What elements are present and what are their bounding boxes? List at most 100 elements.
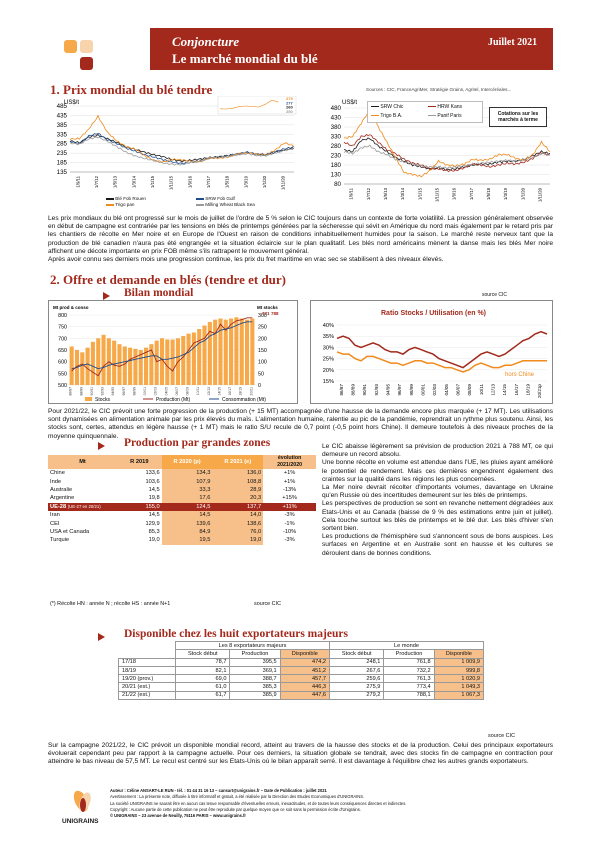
logo-square-peach [80,40,93,53]
chart-right-xtick: 1/9/11 [349,187,354,199]
legend-trigoba-swatch [371,114,379,117]
table-cell: 19,5 [161,536,213,545]
chart-left-ytick: 285 [57,141,68,148]
bilan-ylabel-left: Mt prod & conso [53,305,89,310]
ratio-xtick: 92/93 [374,384,379,396]
table-cell: 107,9 [161,477,213,486]
table-cell: 20,3 [212,494,264,503]
table-cell: 69,0 [175,674,231,684]
bilan-xtick: 18/19 [239,387,243,396]
ratio-hors-chine-label: hors Chine [505,372,535,378]
bilan-ytick-left: 650 [58,348,67,354]
prod-ue-r2020: 124,5 [161,502,213,511]
ratio-xtick: 14/15 [502,384,507,396]
table-cell: 84,9 [161,527,213,537]
chart-right-xtick: 1/5/13 [383,187,388,200]
table-cell: Inde [50,478,62,485]
bilan-bar-stocks [80,352,85,385]
chart-left-ytick: 385 [57,122,68,129]
header-date: Juillet 2021 [488,37,538,48]
ratio-ytick: 20% [323,368,334,374]
para1b-text: Après avoir connu ses derniers mois une … [48,256,444,264]
bilan-xtick: 10/11 [196,387,200,395]
bilan-xtick: 08/09 [186,387,190,396]
table-cell: 19,0 [148,537,160,544]
chart-left-xtick: 1/7/12 [94,175,99,188]
chart-left-ytick: 485 [57,103,68,110]
legend-trigo-swatch [106,204,114,206]
bilan-ytick-left: 700 [58,336,67,342]
bilan-xtick: 12/13 [207,387,211,396]
legend-rouen: Blé Fob Rouen [115,196,146,201]
bilan-bar-stocks [85,347,90,385]
bilan-ytick-left: 800 [58,313,67,319]
bilan-bar-stocks [101,334,106,385]
section2-title: 2. Offre et demande en blés (tendre et d… [50,272,287,287]
table-cell: 18/19 [117,665,177,676]
bilan-ytick-left: 600 [58,360,67,366]
table-cell: 385,3 [229,682,281,692]
table-cell: 388,7 [229,674,281,684]
bilan-ytick-right: 0 [258,383,261,389]
table-cell: 17/18 [117,657,177,667]
table-cell: 134,3 [161,469,213,478]
footer-copyright: Copyright : Aucune partie de cette publi… [110,806,361,812]
table-cell: 19,8 [148,495,160,502]
table-row: Chine 133,6 134,3 136,0 +1% [48,469,316,478]
bilan-xtick: 16/17 [228,387,232,396]
table-cell: 28,9 [212,485,264,495]
legend-blacksea-swatch [196,204,204,206]
table-cell: +1% [283,478,296,485]
table-cell: 275,9 [328,682,385,692]
ratio-ytick: 40% [323,323,334,329]
chart-right-xtick: 1/3/19 [503,187,508,200]
table-cell: 761,8 [383,657,435,667]
table-cell: 85,3 [148,528,160,535]
table-row: Argentine 19,8 17,6 20,3 +15% [48,494,316,503]
ratio-ytick: 30% [323,345,334,351]
table-row: UE-28 (UE-27 en 20/21) 155,0 124,5 137,7… [48,502,316,511]
ratio-xtick: 18/19 [526,384,531,396]
chart-left-ytick: 435 [57,112,68,119]
bilan-bar-stocks [170,339,175,385]
chart-right-legend: SRW Chic HRW Kans Trigo B.A. Panif Paris [367,101,483,123]
chart-left-inset-label: 279 [286,96,293,101]
exporters-table: Les 8 exportateurs majeurs Le monde Stoc… [117,640,485,701]
chart-left-series-trigo [69,114,295,163]
price-chart-left: 485 435 385 335 285 235 185 135 1/9/11 1/7/12 1/5/… [57,96,297,190]
chart-left-series-srw [69,133,295,165]
bilan-bar-stocks [128,347,133,385]
exp-col-dispo1: Disponible [279,649,330,659]
bilan-legend-production: Production (Mt) [156,397,191,403]
table-cell: 999,8 [433,665,485,676]
chart-left-xtick: 1/11/15 [169,175,174,190]
bilan-bar-stocks [133,348,138,385]
logo-square-orange [64,40,77,53]
chart-left-ytick: 185 [57,160,68,167]
table-cell: 14,5 [161,510,213,520]
legend-trigoba: Trigo B.A. [380,113,403,119]
legend-srwchic-swatch [371,105,379,108]
table-cell: 76,0 [212,527,264,537]
legend-rouen-swatch [106,198,114,200]
bilan-title: Bilan mondial [124,287,194,299]
table-cell: -10% [282,528,297,535]
table-cell: 1 009,9 [433,657,485,667]
table-cell: 19,0 [212,536,264,545]
chart-left-inset-label: 260 [286,105,293,110]
bilan-ytick-right: 300 [258,313,267,319]
prod-ue-evol: +11% [263,502,316,511]
chart-right-series-panif [343,144,551,170]
bilan-bar-stocks [244,319,250,385]
chart-right-series-srwchic [343,137,551,171]
bilan-bar-stocks [234,317,239,385]
table-cell: 474,2 [279,657,330,667]
exp-group-world: Le monde [328,640,485,651]
table-row: 18/19 82,1 369,1 451,2 267,6 732,2 999,8 [117,665,485,676]
production-title: Production par grandes zones [124,437,271,449]
legend-srw-swatch [196,198,204,200]
bilan-bar-stocks [117,344,122,385]
table-cell: 385,9 [229,690,281,701]
bilan-bar-stocks [207,322,212,385]
table-cell: 788,1 [383,690,435,701]
